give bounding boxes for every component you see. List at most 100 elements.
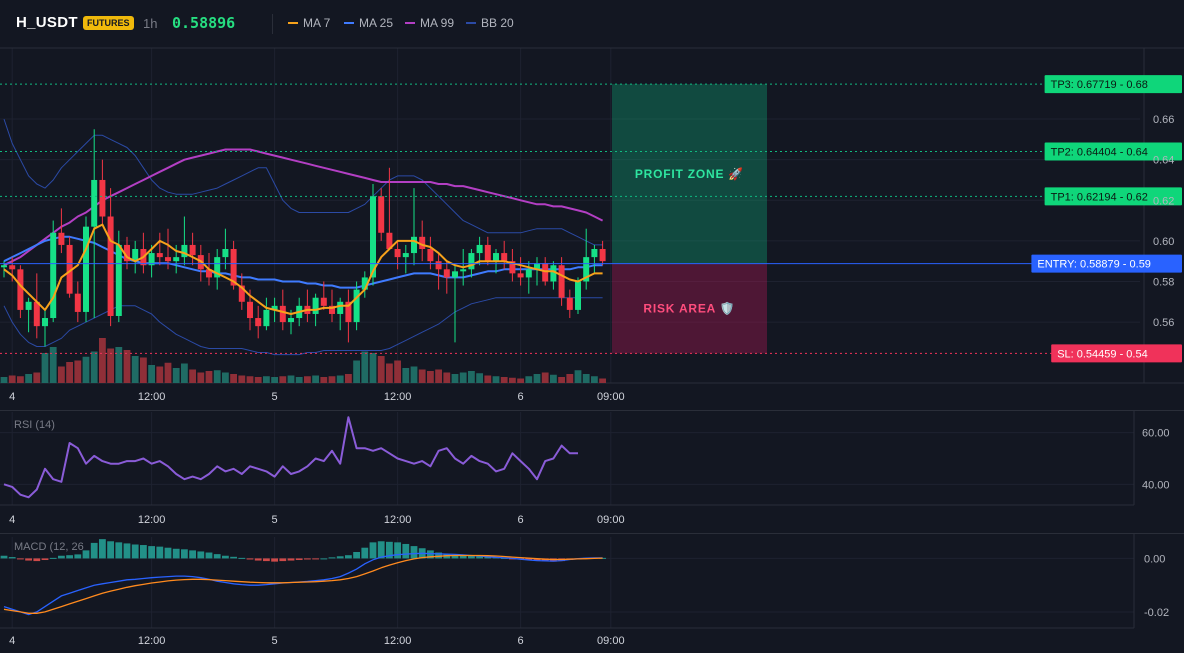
x-tick-label: 09:00 <box>597 635 625 647</box>
macd-hist-bar <box>484 556 492 559</box>
volume-bar <box>197 372 205 383</box>
volume-bar <box>541 372 549 383</box>
macd-hist-bar <box>287 558 295 561</box>
volume-bar <box>99 338 106 383</box>
macd-hist-bar <box>25 558 32 561</box>
level-tag <box>1031 254 1182 273</box>
volume-bar <box>500 377 508 383</box>
candle-body <box>476 244 483 254</box>
candle-body <box>279 305 286 323</box>
candle-body <box>42 318 48 327</box>
volume-bar <box>189 369 196 383</box>
macd-hist-bar <box>386 541 393 559</box>
legend-label: MA 7 <box>303 16 331 30</box>
macd-hist-bar <box>99 539 106 559</box>
volume-bar <box>312 375 319 383</box>
x-tick-label: 5 <box>272 514 278 526</box>
volume-bar <box>148 365 155 383</box>
symbol-name[interactable]: H_USDT <box>16 14 78 31</box>
candle-body <box>378 196 385 233</box>
volume-bar <box>33 372 41 383</box>
macd-hist-bar <box>33 558 41 562</box>
candle-body <box>74 293 81 312</box>
volume-bar <box>58 366 65 383</box>
volume-bar <box>328 376 336 383</box>
rsi-line <box>3 416 578 499</box>
volume-bar <box>41 353 49 383</box>
volume-bar <box>123 350 131 383</box>
macd-hist-bar <box>148 546 155 559</box>
volume-bar <box>271 377 278 383</box>
volume-bar <box>181 363 188 383</box>
rsi-pane[interactable]: RSI (14) 40.00 60.00 4 12:00 5 12:00 6 09:00 <box>0 410 1184 533</box>
volume-bar <box>82 356 90 383</box>
candle-body <box>25 301 32 310</box>
profit-zone-label: PROFIT ZONE 🚀 <box>635 167 744 181</box>
volume-bar <box>8 375 16 383</box>
legend-swatch-icon <box>405 22 415 24</box>
candle-body <box>345 301 352 323</box>
macd-hist-bar <box>181 549 188 559</box>
legend-ma7[interactable]: MA 7 <box>288 16 330 30</box>
macd-hist-bar <box>41 558 49 561</box>
x-tick-label: 4 <box>9 635 15 647</box>
macd-hist-bar <box>320 558 328 560</box>
level-tag-label: SL: 0.54459 - 0.54 <box>1057 348 1148 360</box>
price-pane[interactable]: PROFIT ZONE 🚀 RISK AREA 🛡️ TP3: 0.67719 - … <box>0 0 1184 410</box>
volume-bar <box>574 370 582 383</box>
candle-body <box>288 318 294 323</box>
candle-body <box>443 269 450 278</box>
x-tick-label: 6 <box>518 514 524 526</box>
macd-hist-bar <box>49 557 57 559</box>
volume-bar <box>476 373 483 383</box>
macd-hist-bar <box>476 556 483 559</box>
macd-hist-bar <box>17 558 24 560</box>
candle-body <box>435 261 442 270</box>
interval-label[interactable]: 1h <box>143 16 158 31</box>
legend-ma25[interactable]: MA 25 <box>344 16 393 30</box>
macd-hist-bar <box>468 555 475 559</box>
volume-bar <box>345 374 352 383</box>
candle-body <box>173 257 180 262</box>
volume-bar <box>49 347 57 383</box>
macd-line <box>3 552 603 616</box>
volume-bar <box>443 372 451 383</box>
volume-bar <box>238 375 246 383</box>
legend-ma99[interactable]: MA 99 <box>405 16 454 30</box>
x-tick-label: 6 <box>518 391 524 403</box>
macd-hist-bar <box>361 547 369 559</box>
macd-hist-bar <box>304 558 311 560</box>
candle-body <box>222 249 229 258</box>
y-tick-label: 0.62 <box>1153 195 1174 207</box>
macd-hist-bar <box>263 558 270 562</box>
volume-bar <box>254 377 262 383</box>
macd-hist-bar <box>279 558 287 562</box>
zone-area <box>612 84 767 264</box>
macd-hist-bar <box>328 557 336 559</box>
candle-body <box>517 273 524 278</box>
legend-swatch-icon <box>344 22 354 24</box>
volume-bar <box>320 377 328 383</box>
candle-body <box>230 249 237 286</box>
volume-bar <box>107 348 114 383</box>
volume-bar <box>377 356 385 383</box>
candle-body <box>460 269 467 272</box>
volume-bar <box>591 376 598 383</box>
candle-body <box>411 236 417 254</box>
macd-hist-bar <box>377 541 385 559</box>
legend-bb20[interactable]: BB 20 <box>466 16 514 30</box>
y-tick-label: 0.56 <box>1153 317 1174 329</box>
macd-hist-bar <box>164 547 172 559</box>
volume-bar <box>205 371 213 383</box>
volume-bar <box>599 378 606 383</box>
candle-body <box>361 277 368 290</box>
candle-body <box>534 263 540 270</box>
macd-pane[interactable]: MACD (12, 26 0.00 -0.02 4 12:00 5 12:00 6 09:00 <box>0 533 1184 653</box>
x-tick-label: 4 <box>9 514 15 526</box>
volume-bar <box>246 376 254 383</box>
macd-hist-bar <box>312 558 319 560</box>
candle-body <box>599 249 606 262</box>
candle-body <box>394 249 401 258</box>
candle-body <box>165 257 171 262</box>
candle-body <box>99 179 106 217</box>
